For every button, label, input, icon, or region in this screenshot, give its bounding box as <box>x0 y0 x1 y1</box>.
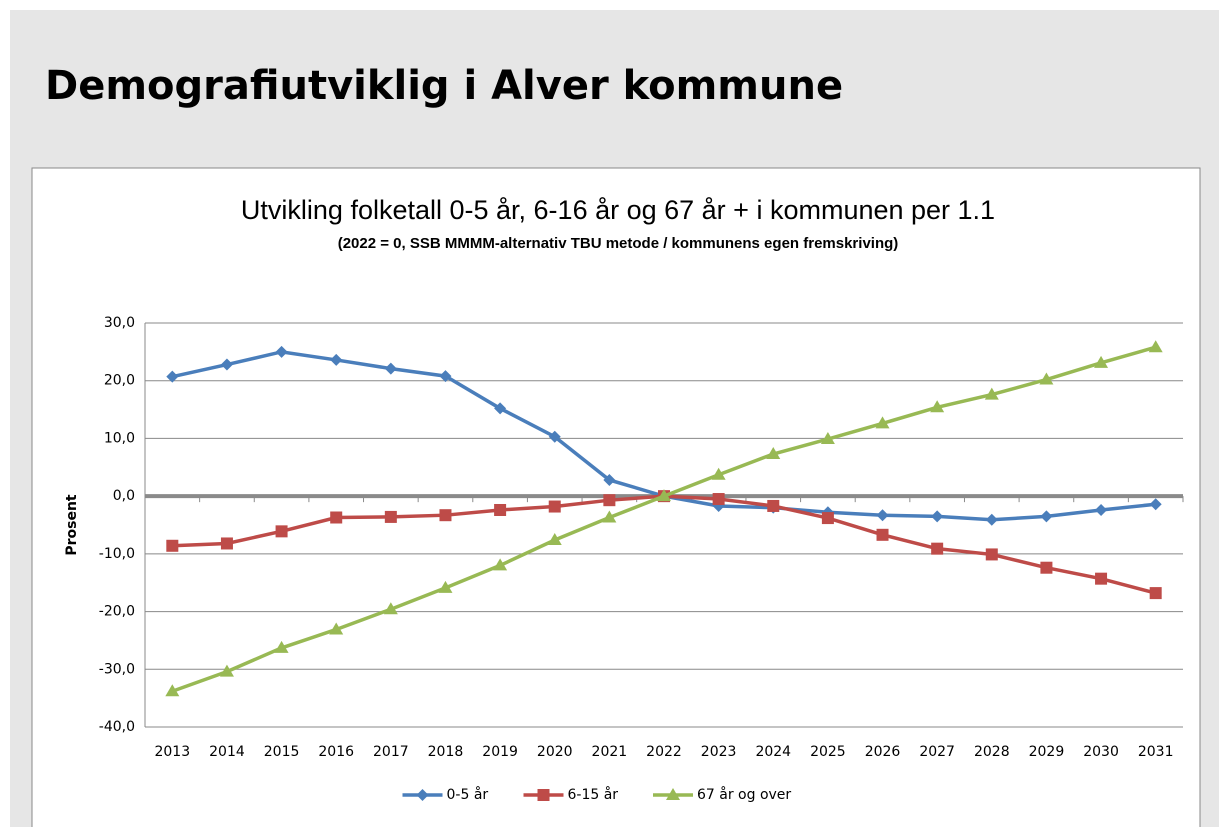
x-tick-label: 2026 <box>865 744 901 760</box>
chart-subtitle: (2022 = 0, SSB MMMM-alternativ TBU metod… <box>338 235 899 252</box>
x-tick-label: 2018 <box>428 744 464 760</box>
data-point <box>439 370 452 383</box>
data-point <box>166 539 179 552</box>
x-tick-label: 2025 <box>810 744 846 760</box>
data-point <box>1039 372 1054 385</box>
legend-label: 6-15 år <box>568 786 619 803</box>
data-point <box>494 402 507 415</box>
legend-marker <box>416 789 429 801</box>
x-tick-label: 2019 <box>482 744 518 760</box>
data-point <box>820 432 835 445</box>
data-point <box>330 353 343 366</box>
x-tick-label: 2021 <box>592 744 628 760</box>
y-tick-label: -40,0 <box>99 719 135 735</box>
y-axis-label: Prosent <box>64 494 80 556</box>
x-tick-label: 2024 <box>755 744 791 760</box>
data-point <box>383 602 398 615</box>
data-point <box>1149 587 1162 600</box>
data-point <box>494 503 507 516</box>
data-point <box>876 509 889 522</box>
data-point <box>603 473 616 486</box>
data-point <box>166 370 179 383</box>
data-point <box>875 416 890 429</box>
x-tick-label: 2015 <box>264 744 300 760</box>
y-tick-label: -30,0 <box>99 661 135 677</box>
x-tick-label: 2014 <box>209 744 245 760</box>
slide-title: Demografiutviklig i Alver kommune <box>45 63 843 109</box>
data-point <box>767 499 780 512</box>
x-tick-label: 2013 <box>154 744 190 760</box>
data-point <box>384 510 397 523</box>
data-point <box>985 513 998 526</box>
y-tick-label: -20,0 <box>99 604 135 620</box>
data-point <box>1095 572 1108 585</box>
x-tick-label: 2017 <box>373 744 409 760</box>
data-point <box>329 622 344 635</box>
chart-title: Utvikling folketall 0-5 år, 6-16 år og 6… <box>241 195 995 225</box>
x-tick-label: 2016 <box>318 744 354 760</box>
y-tick-label: 30,0 <box>104 315 135 331</box>
y-tick-label: -10,0 <box>99 546 135 562</box>
data-point <box>603 494 616 507</box>
data-point <box>274 640 289 653</box>
x-tick-label: 2020 <box>537 744 573 760</box>
x-tick-label: 2029 <box>1029 744 1065 760</box>
data-point <box>931 542 944 555</box>
x-tick-label: 2028 <box>974 744 1010 760</box>
data-point <box>1040 510 1053 523</box>
data-point <box>1095 503 1108 516</box>
data-point <box>1148 340 1163 353</box>
data-point <box>1094 355 1109 368</box>
data-point <box>547 533 562 546</box>
x-tick-label: 2022 <box>646 744 682 760</box>
data-point <box>275 345 288 358</box>
y-tick-label: 10,0 <box>104 430 135 446</box>
data-point <box>220 537 233 550</box>
x-tick-label: 2031 <box>1138 744 1174 760</box>
y-tick-label: 20,0 <box>104 373 135 389</box>
data-point <box>821 512 834 525</box>
data-point <box>930 400 945 413</box>
data-point <box>439 509 452 522</box>
data-point <box>548 500 561 513</box>
data-point <box>275 525 288 538</box>
x-tick-label: 2030 <box>1083 744 1119 760</box>
legend-marker <box>537 789 550 801</box>
data-point <box>1149 498 1162 511</box>
data-point <box>711 467 726 480</box>
data-point <box>985 548 998 561</box>
y-tick-label: 0,0 <box>113 488 135 504</box>
data-point <box>602 510 617 523</box>
data-point <box>330 511 343 524</box>
data-point <box>548 430 561 443</box>
data-point <box>220 358 233 371</box>
legend-marker <box>666 788 680 800</box>
data-point <box>1040 561 1053 574</box>
data-point <box>219 664 234 677</box>
data-point <box>766 447 781 460</box>
data-point <box>984 387 999 400</box>
data-point <box>876 528 889 541</box>
data-point <box>712 493 725 506</box>
data-point <box>493 558 508 571</box>
data-point <box>438 580 453 593</box>
data-point <box>657 489 671 502</box>
legend-label: 0-5 år <box>447 786 489 803</box>
data-point <box>384 362 397 375</box>
legend-label: 67 år og over <box>697 786 791 803</box>
x-tick-label: 2023 <box>701 744 737 760</box>
data-point <box>931 510 944 523</box>
x-tick-label: 2027 <box>919 744 955 760</box>
data-point <box>165 684 180 697</box>
